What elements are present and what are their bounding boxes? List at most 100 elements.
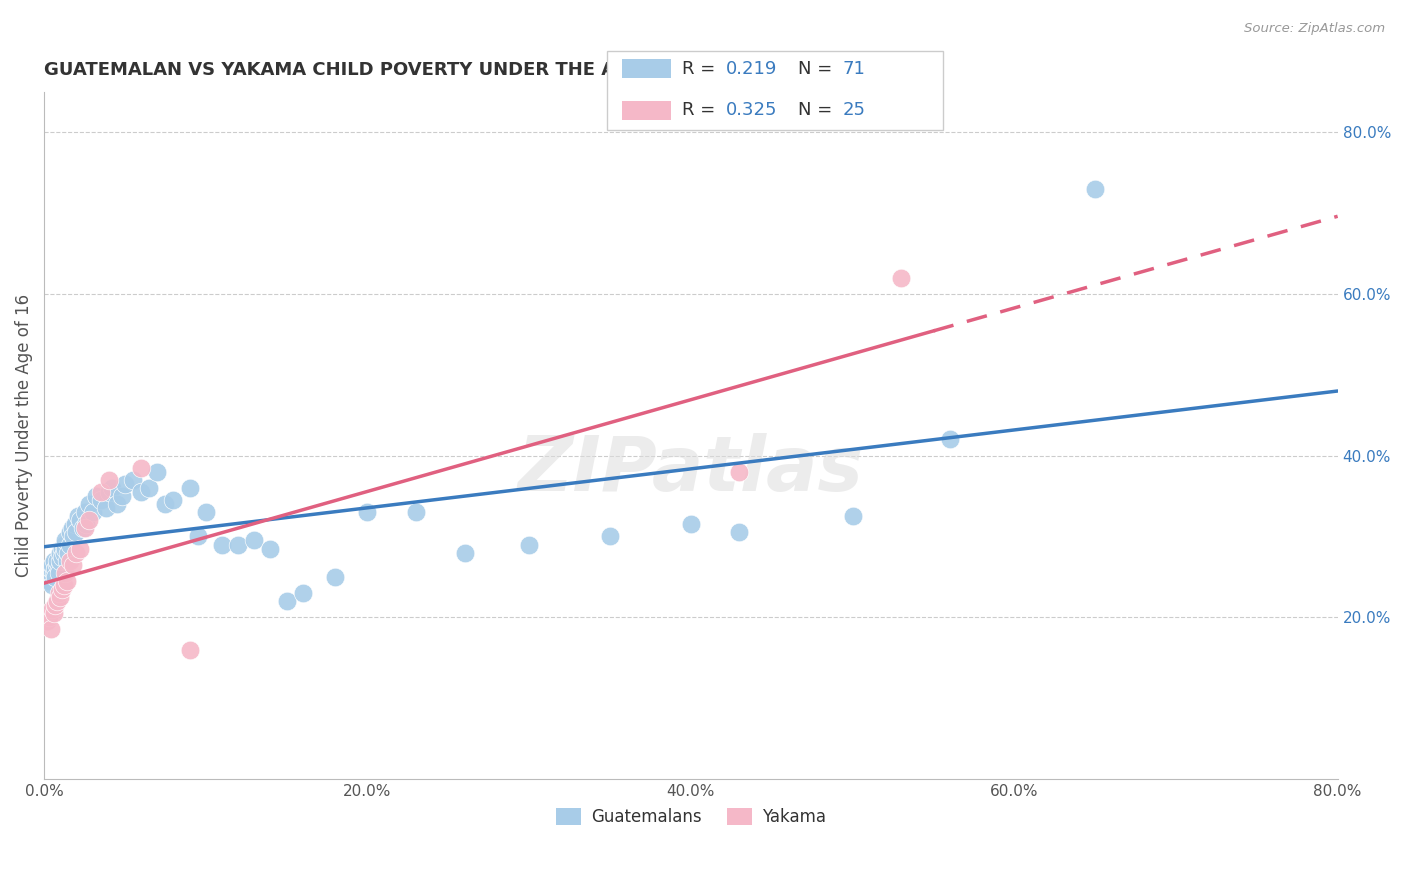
Point	[179, 481, 201, 495]
Point	[356, 505, 378, 519]
Point	[405, 505, 427, 519]
Point	[42, 606, 65, 620]
Point	[79, 497, 101, 511]
Point	[49, 546, 72, 560]
Point	[46, 558, 69, 572]
Point	[52, 546, 75, 560]
Point	[62, 529, 84, 543]
Text: R =: R =	[682, 102, 721, 120]
FancyBboxPatch shape	[623, 101, 672, 120]
Point	[82, 505, 104, 519]
Point	[1084, 182, 1107, 196]
Point	[48, 562, 70, 576]
Point	[55, 554, 77, 568]
Point	[291, 586, 314, 600]
Point	[728, 465, 751, 479]
Point	[453, 546, 475, 560]
Point	[38, 610, 60, 624]
Point	[146, 465, 169, 479]
Point	[79, 513, 101, 527]
Point	[53, 566, 76, 580]
Point	[62, 558, 84, 572]
Point	[73, 521, 96, 535]
Point	[938, 433, 960, 447]
Point	[49, 590, 72, 604]
Point	[75, 517, 97, 532]
Point	[97, 485, 120, 500]
Point	[46, 594, 69, 608]
Point	[162, 493, 184, 508]
Point	[101, 481, 124, 495]
Point	[90, 493, 112, 508]
Point	[114, 476, 136, 491]
Point	[39, 562, 62, 576]
Point	[60, 521, 83, 535]
Point	[51, 549, 73, 564]
Point	[599, 529, 621, 543]
Point	[94, 501, 117, 516]
Text: 0.219: 0.219	[725, 60, 778, 78]
Point	[129, 485, 152, 500]
Text: 71: 71	[842, 60, 865, 78]
Text: Source: ZipAtlas.com: Source: ZipAtlas.com	[1244, 22, 1385, 36]
Point	[59, 525, 82, 540]
FancyBboxPatch shape	[623, 59, 672, 78]
Point	[44, 562, 66, 576]
Point	[69, 541, 91, 556]
Point	[65, 546, 87, 560]
Point	[211, 537, 233, 551]
Point	[37, 615, 59, 629]
Point	[67, 509, 90, 524]
Point	[63, 517, 86, 532]
Point	[53, 541, 76, 556]
Point	[44, 570, 66, 584]
Point	[41, 602, 63, 616]
Point	[122, 473, 145, 487]
Point	[48, 586, 70, 600]
Point	[243, 533, 266, 548]
Point	[52, 578, 75, 592]
Point	[41, 558, 63, 572]
Text: R =: R =	[682, 60, 721, 78]
Point	[44, 598, 66, 612]
Point	[37, 570, 59, 584]
Point	[728, 525, 751, 540]
Text: N =: N =	[799, 60, 838, 78]
Point	[41, 578, 63, 592]
Point	[73, 505, 96, 519]
Point	[226, 537, 249, 551]
Text: GUATEMALAN VS YAKAMA CHILD POVERTY UNDER THE AGE OF 16 CORRELATION CHART: GUATEMALAN VS YAKAMA CHILD POVERTY UNDER…	[44, 62, 929, 79]
Point	[276, 594, 298, 608]
Point	[187, 529, 209, 543]
Text: ZIPatlas: ZIPatlas	[517, 433, 863, 507]
Point	[155, 497, 177, 511]
Point	[49, 554, 72, 568]
Point	[72, 521, 94, 535]
Text: N =: N =	[799, 102, 838, 120]
Point	[58, 546, 80, 560]
Point	[259, 541, 281, 556]
Point	[129, 460, 152, 475]
Point	[38, 574, 60, 588]
FancyBboxPatch shape	[607, 51, 943, 129]
Point	[105, 497, 128, 511]
Point	[42, 566, 65, 580]
Point	[69, 513, 91, 527]
Legend: Guatemalans, Yakama: Guatemalans, Yakama	[550, 801, 832, 832]
Point	[323, 570, 346, 584]
Point	[84, 489, 107, 503]
Point	[97, 473, 120, 487]
Point	[65, 525, 87, 540]
Point	[59, 554, 82, 568]
Point	[39, 623, 62, 637]
Point	[179, 642, 201, 657]
Point	[890, 270, 912, 285]
Y-axis label: Child Poverty Under the Age of 16: Child Poverty Under the Age of 16	[15, 293, 32, 577]
Point	[841, 509, 863, 524]
Point	[90, 485, 112, 500]
Point	[46, 554, 69, 568]
Point	[111, 489, 134, 503]
Point	[679, 517, 702, 532]
Point	[194, 505, 217, 519]
Text: 25: 25	[842, 102, 865, 120]
